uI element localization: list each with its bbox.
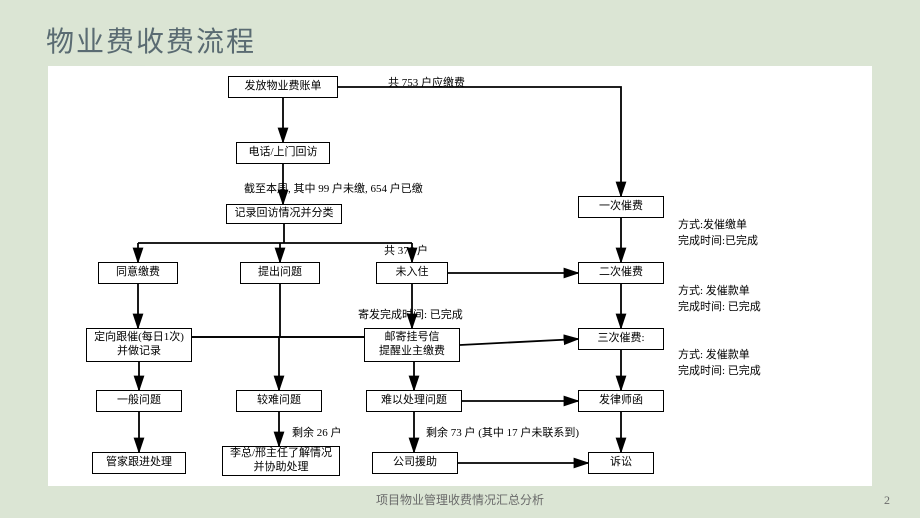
node-r4: 发律师函 [578, 390, 664, 412]
node-n9: 一般问题 [96, 390, 182, 412]
node-n8: 邮寄挂号信 提醒业主缴费 [364, 328, 460, 362]
node-n3: 记录回访情况并分类 [226, 204, 342, 224]
label-l9: 剩余 73 户 (其中 17 户未联系到) [426, 424, 579, 440]
node-r3: 三次催费: [578, 328, 664, 350]
slide-footer: 项目物业管理收费情况汇总分析 [0, 491, 920, 508]
node-r1: 一次催费 [578, 196, 664, 218]
node-n13: 李总/邢主任了解情况 并协助处理 [222, 446, 340, 476]
node-n7: 定向跟催(每日1次) 并做记录 [86, 328, 192, 362]
node-n11: 难以处理问题 [366, 390, 462, 412]
node-n4: 同意缴费 [98, 262, 178, 284]
label-l5: 方式: 发催款单 完成时间: 已完成 [678, 282, 761, 314]
flowchart-canvas: 发放物业费账单电话/上门回访记录回访情况并分类同意缴费 提出问题 未入住定向跟催(每… [48, 66, 872, 486]
label-l4: 方式:发催缴单 完成时间:已完成 [678, 216, 758, 248]
label-l8: 剩余 26 户 [292, 424, 342, 440]
label-l2: 截至本周, 其中 99 户未缴, 654 户已缴 [244, 180, 423, 196]
node-n6: 未入住 [376, 262, 448, 284]
node-n1: 发放物业费账单 [228, 76, 338, 98]
label-l1: 共 753 户应缴费 [388, 74, 465, 90]
node-n12: 管家跟进处理 [92, 452, 186, 474]
slide-title: 物业费收费流程 [46, 20, 256, 60]
page-number: 2 [884, 493, 890, 508]
node-r2: 二次催费 [578, 262, 664, 284]
node-n10: 较难问题 [236, 390, 322, 412]
label-l6: 方式: 发催款单 完成时间: 已完成 [678, 346, 761, 378]
node-r5: 诉讼 [588, 452, 654, 474]
node-n2: 电话/上门回访 [236, 142, 330, 164]
label-l3: 共 376 户 [384, 242, 428, 258]
node-n5: 提出问题 [240, 262, 320, 284]
label-l7: 寄发完成时间: 已完成 [358, 306, 463, 322]
node-n14: 公司援助 [372, 452, 458, 474]
